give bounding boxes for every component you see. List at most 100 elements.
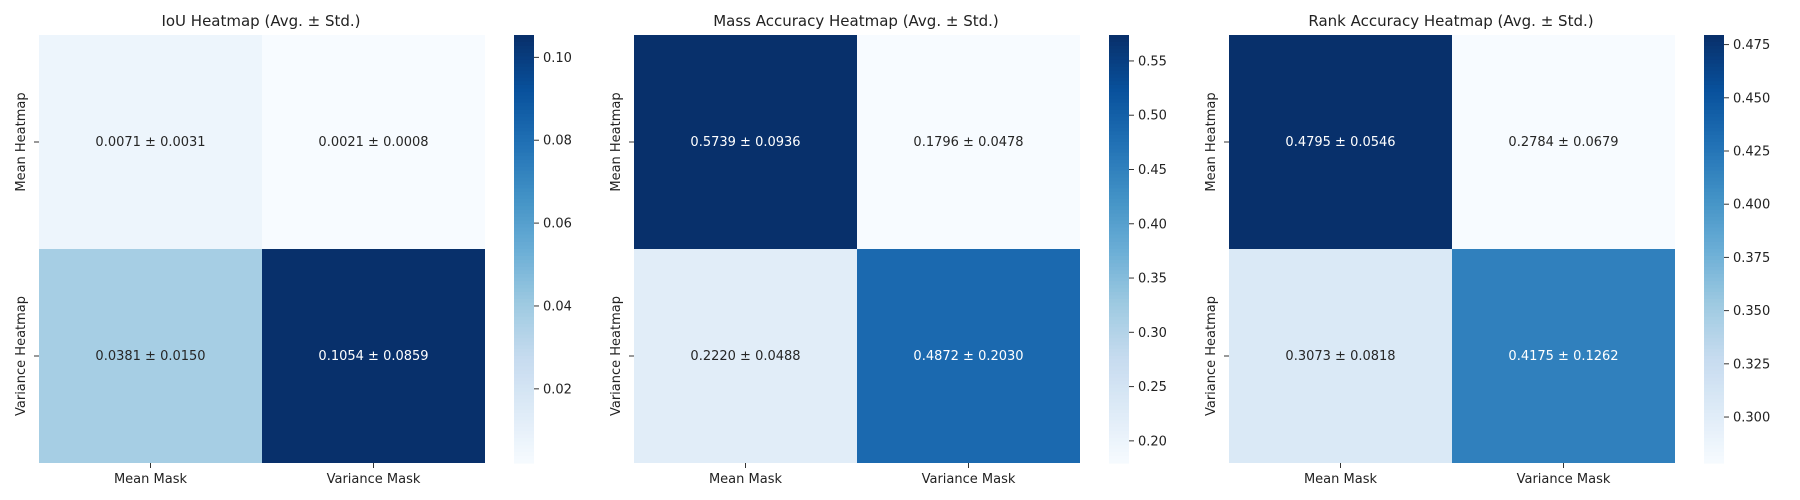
colorbar-segment bbox=[1109, 241, 1129, 247]
colorbar-segment bbox=[1109, 323, 1129, 329]
colorbar-segment bbox=[1109, 159, 1129, 164]
colorbar-segment bbox=[1704, 74, 1724, 79]
chart-title: Mass Accuracy Heatmap (Avg. ± Std.) bbox=[713, 12, 999, 30]
colorbar-segment bbox=[1704, 288, 1724, 293]
colorbar-segment bbox=[1109, 309, 1129, 314]
colorbar-segment bbox=[514, 427, 534, 432]
colorbar-segment bbox=[514, 306, 534, 311]
colorbar-segment bbox=[514, 245, 534, 250]
colorbar-segment bbox=[1704, 434, 1724, 439]
colorbar-segment bbox=[514, 84, 534, 90]
y-tick-label: Variance Heatmap bbox=[14, 296, 29, 416]
colorbar-segment bbox=[514, 227, 534, 232]
colorbar-segment bbox=[1704, 38, 1724, 43]
colorbar-segment bbox=[1704, 416, 1724, 421]
colorbar-segment bbox=[514, 352, 534, 357]
colorbar-segment bbox=[514, 284, 534, 289]
colorbar-segment bbox=[1704, 231, 1724, 236]
x-tick-label: Mean Mask bbox=[114, 472, 188, 487]
colorbar-segment bbox=[1109, 352, 1129, 357]
colorbar-segment bbox=[514, 388, 534, 393]
heatmap-cell bbox=[39, 35, 262, 249]
colorbar-segment bbox=[514, 327, 534, 332]
colorbar-segment bbox=[1109, 252, 1129, 257]
colorbar-segment bbox=[514, 216, 534, 222]
colorbar-segment bbox=[1109, 117, 1129, 122]
colorbar-segment bbox=[514, 309, 534, 314]
colorbar-segment bbox=[514, 202, 534, 207]
colorbar-segment bbox=[514, 281, 534, 286]
colorbar-tick-label: 0.35 bbox=[1138, 272, 1167, 287]
colorbar-segment bbox=[1704, 95, 1724, 100]
colorbar-segment bbox=[514, 409, 534, 414]
colorbar-segment bbox=[1704, 452, 1724, 457]
colorbar-segment bbox=[514, 405, 534, 411]
colorbar-segment bbox=[1704, 309, 1724, 314]
colorbar-segment bbox=[514, 170, 534, 175]
colorbar-segment bbox=[514, 213, 534, 218]
colorbar-segment bbox=[1109, 106, 1129, 111]
colorbar-segment bbox=[1704, 295, 1724, 300]
colorbar-segment bbox=[1109, 102, 1129, 107]
colorbar-segment bbox=[1704, 106, 1724, 111]
colorbar-segment bbox=[1704, 331, 1724, 336]
colorbar-segment bbox=[1109, 430, 1129, 436]
colorbar-segment bbox=[1704, 109, 1724, 115]
colorbar-segment bbox=[514, 145, 534, 150]
colorbar-segment bbox=[514, 277, 534, 282]
colorbar-segment bbox=[514, 199, 534, 204]
colorbar-segment bbox=[514, 241, 534, 247]
colorbar-tick-label: 0.20 bbox=[1138, 434, 1167, 449]
x-tick-label: Mean Mask bbox=[1304, 472, 1378, 487]
cell-value-label: 0.5739 ± 0.0936 bbox=[690, 135, 800, 150]
colorbar-segment bbox=[514, 92, 534, 97]
x-tick-label: Mean Mask bbox=[709, 472, 783, 487]
colorbar-segment bbox=[514, 81, 534, 86]
colorbar-segment bbox=[1704, 377, 1724, 382]
heatmap-cell bbox=[262, 35, 485, 249]
colorbar-tick-label: 0.300 bbox=[1733, 411, 1770, 426]
colorbar-segment bbox=[1109, 45, 1129, 50]
colorbar-segment bbox=[1704, 224, 1724, 229]
colorbar-segment bbox=[514, 206, 534, 211]
colorbar-segment bbox=[1704, 298, 1724, 304]
heatmap-cell bbox=[634, 35, 857, 249]
colorbar-segment bbox=[514, 249, 534, 254]
colorbar-segment bbox=[514, 320, 534, 325]
y-tick-label: Variance Heatmap bbox=[609, 296, 624, 416]
colorbar-segment bbox=[1109, 177, 1129, 182]
colorbar-segment bbox=[514, 177, 534, 182]
colorbar-segment bbox=[514, 195, 534, 200]
colorbar-segment bbox=[514, 291, 534, 296]
colorbar-segment bbox=[1704, 127, 1724, 132]
colorbar-segment bbox=[514, 434, 534, 439]
colorbar-segment bbox=[1704, 181, 1724, 186]
colorbar-segment bbox=[1109, 273, 1129, 279]
colorbar-segment bbox=[1109, 398, 1129, 403]
colorbar-segment bbox=[1109, 70, 1129, 75]
colorbar-segment bbox=[1109, 388, 1129, 393]
colorbar-segment bbox=[1704, 338, 1724, 343]
colorbar-segment bbox=[514, 138, 534, 143]
colorbar-tick-label: 0.400 bbox=[1733, 198, 1770, 213]
colorbar-segment bbox=[1109, 459, 1129, 464]
colorbar-segment bbox=[1704, 405, 1724, 411]
colorbar-segment bbox=[1109, 163, 1129, 168]
colorbar-segment bbox=[514, 220, 534, 225]
heatmap-axes: Mean Mask Variance Mask Mean Heatmap Varian… bbox=[1204, 92, 1611, 487]
colorbar-segment bbox=[1109, 224, 1129, 229]
heatmap-axes: Mean Mask Variance Mask Mean Heatmap Varian… bbox=[14, 92, 421, 487]
colorbar-segment bbox=[1109, 156, 1129, 161]
colorbar-segment bbox=[1704, 184, 1724, 189]
colorbar-segment bbox=[1704, 366, 1724, 371]
colorbar-segment bbox=[1109, 409, 1129, 414]
colorbar-segment bbox=[1109, 298, 1129, 304]
colorbar-segment bbox=[1109, 170, 1129, 175]
colorbar-segment bbox=[1109, 191, 1129, 197]
colorbar-segment bbox=[1109, 199, 1129, 204]
colorbar-segment bbox=[1704, 152, 1724, 157]
heatmap-cells: 0.5739 ± 0.0936 0.1796 ± 0.0478 0.2220 ± 0… bbox=[634, 35, 1080, 463]
cell-value-label: 0.2784 ± 0.0679 bbox=[1508, 135, 1618, 150]
colorbar-segment bbox=[1704, 384, 1724, 389]
cell-value-label: 0.4795 ± 0.0546 bbox=[1285, 135, 1395, 150]
